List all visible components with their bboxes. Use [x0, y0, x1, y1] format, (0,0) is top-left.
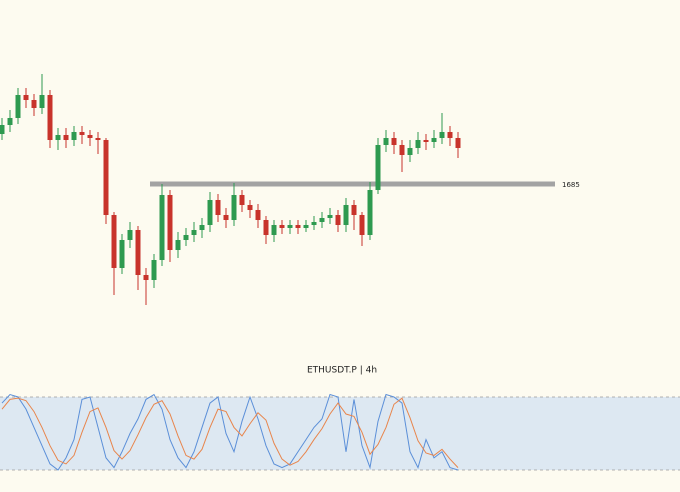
candle-body — [15, 95, 21, 118]
candle-body — [383, 138, 389, 145]
candle-body — [311, 222, 317, 225]
candle-body — [31, 100, 37, 108]
candle-body — [439, 132, 445, 138]
chart-title: ETHUSDT.P | 4h — [307, 366, 377, 376]
candle-body — [175, 240, 181, 250]
candle-body — [319, 218, 325, 222]
candle-body — [431, 138, 437, 142]
candle-body — [239, 195, 245, 205]
candle-body — [271, 225, 277, 235]
candle-body — [55, 135, 61, 140]
candle-body — [255, 210, 261, 220]
candle-body — [23, 95, 29, 100]
candle-body — [119, 240, 125, 268]
candle-body — [167, 195, 173, 250]
candle-body — [143, 275, 149, 280]
candle-body — [215, 200, 221, 215]
candle-body — [223, 215, 229, 220]
candle-body — [391, 138, 397, 145]
candle-body — [287, 225, 293, 228]
candle-body — [375, 145, 381, 190]
candle-body — [447, 132, 453, 138]
candle-body — [247, 205, 253, 210]
candle-body — [295, 225, 301, 228]
candle-body — [303, 225, 309, 228]
candle-body — [95, 138, 101, 140]
candle-body — [127, 230, 133, 240]
candle-body — [47, 95, 53, 140]
candle-body — [111, 215, 117, 268]
candle-body — [335, 215, 341, 225]
candle-body — [191, 230, 197, 235]
candle-body — [71, 132, 77, 140]
level-label: 1685 — [562, 181, 580, 189]
candle-body — [263, 220, 269, 235]
candle-body — [135, 230, 141, 275]
candle-body — [279, 225, 285, 228]
candle-body — [455, 138, 461, 148]
candle-body — [7, 118, 13, 125]
candle-body — [231, 195, 237, 220]
candle-body — [407, 148, 413, 155]
candle-body — [351, 205, 357, 215]
candle-body — [327, 215, 333, 218]
candle-body — [367, 190, 373, 235]
candle-body — [0, 125, 5, 134]
candle-body — [103, 140, 109, 215]
candle-body — [63, 135, 69, 140]
candle-body — [39, 95, 45, 108]
candle-body — [207, 200, 213, 225]
oscillator-line — [1, 397, 459, 468]
candle-body — [343, 205, 349, 225]
candle-body — [415, 140, 421, 148]
candle-body — [199, 225, 205, 230]
candle-body — [151, 260, 157, 280]
candle-body — [159, 195, 165, 260]
candle-body — [359, 215, 365, 235]
candle-body — [87, 135, 93, 138]
candle-body — [399, 145, 405, 155]
candle-body — [79, 132, 85, 135]
candle-body — [423, 140, 429, 142]
oscillator-line — [1, 393, 459, 471]
candle-body — [183, 235, 189, 240]
